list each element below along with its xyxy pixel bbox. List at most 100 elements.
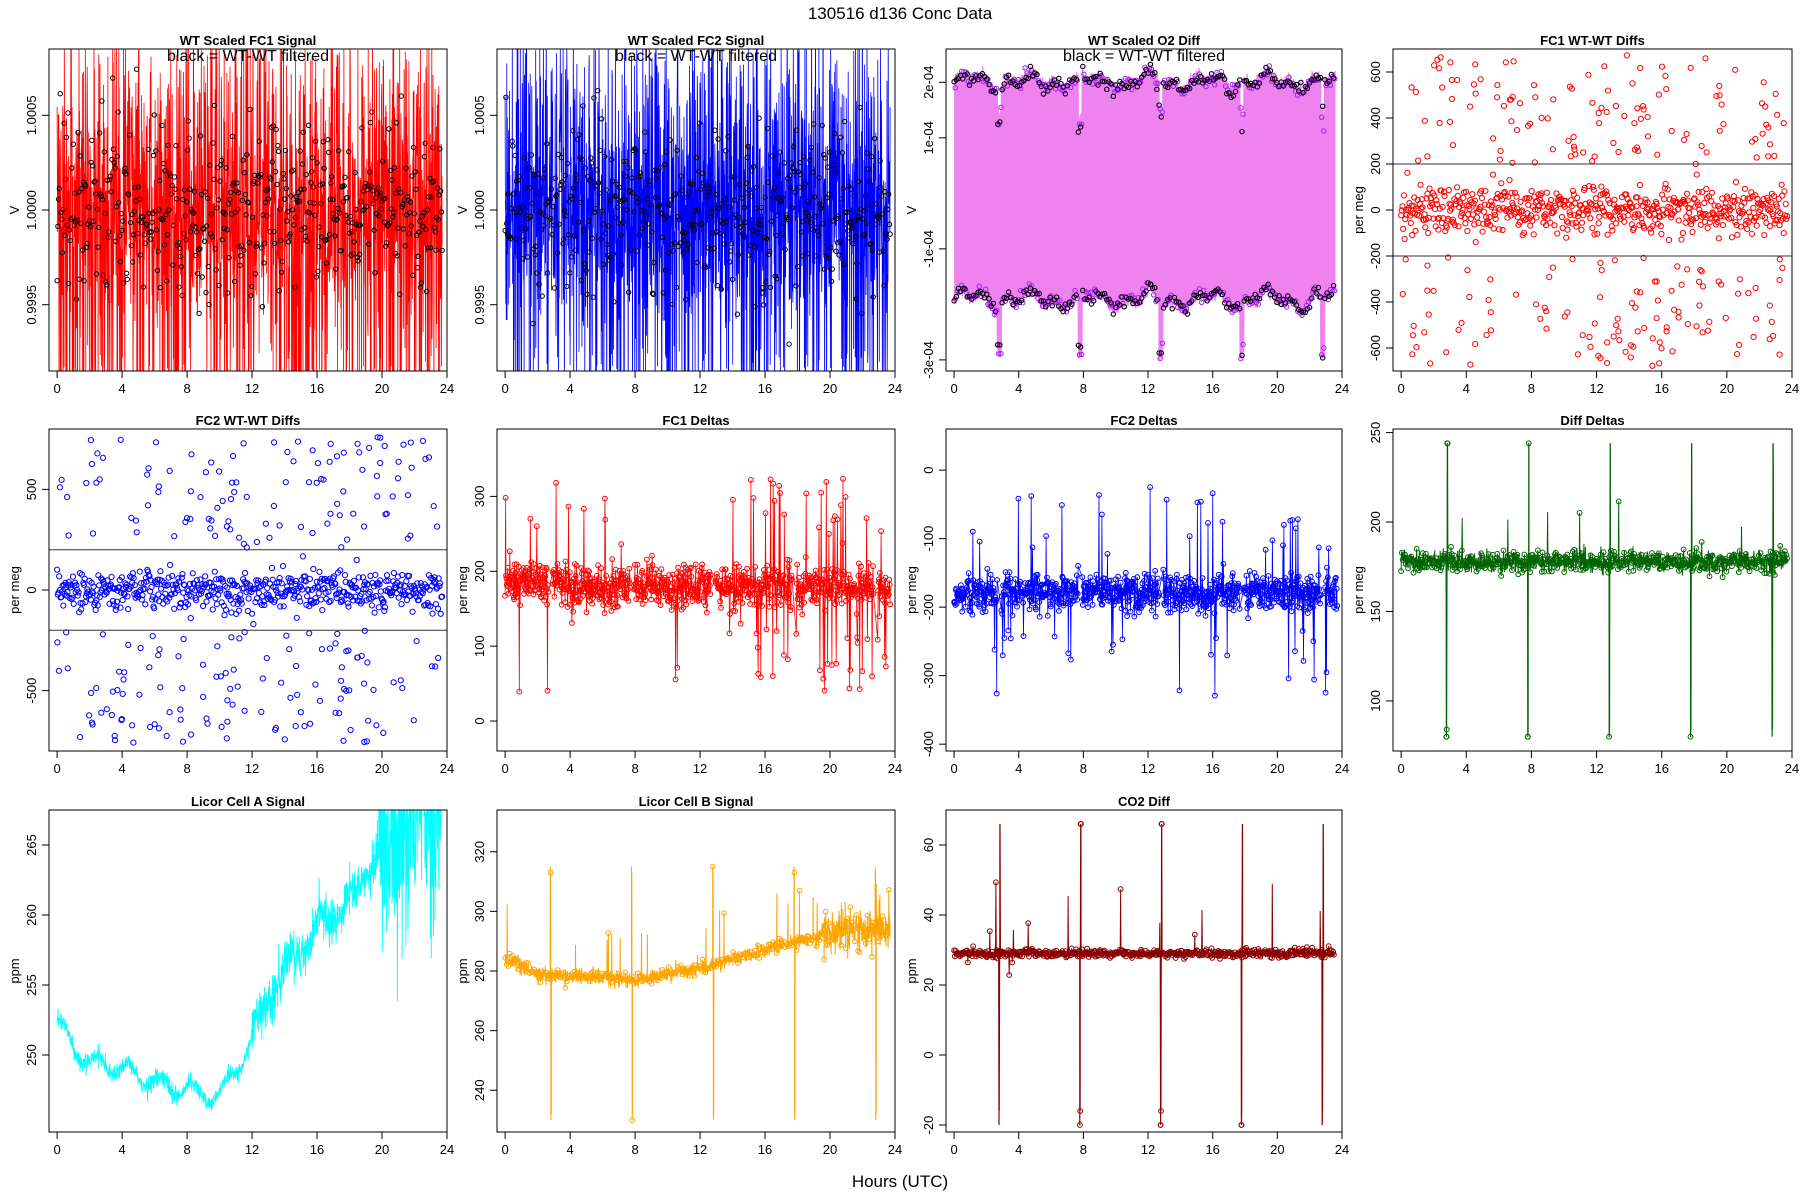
delta-point — [844, 635, 851, 641]
filtered-point — [1232, 88, 1239, 95]
filtered-point — [56, 186, 63, 192]
delta-point — [551, 593, 558, 600]
filtered-point — [315, 268, 321, 274]
diff-point — [320, 576, 327, 584]
filtered-point — [306, 210, 313, 216]
diff-point — [1732, 66, 1739, 73]
delta-point — [1057, 590, 1064, 597]
diff-point — [304, 593, 311, 600]
filtered-point — [166, 207, 172, 213]
diff-point — [1523, 216, 1530, 223]
delta-point — [748, 576, 755, 582]
filtered-point — [186, 135, 192, 141]
filtered-point — [1315, 284, 1322, 291]
delta-point — [789, 576, 795, 582]
diff-point — [1418, 205, 1425, 212]
diff-point — [1467, 103, 1474, 110]
diff-point — [205, 515, 212, 523]
delta-point — [610, 573, 617, 579]
filtered-point — [667, 137, 673, 143]
diff-point — [1752, 284, 1759, 292]
filtered-point — [277, 206, 283, 212]
delta-point — [835, 592, 841, 599]
filtered-point — [827, 149, 833, 156]
filtered-point — [94, 206, 100, 213]
filtered-point — [1091, 298, 1097, 304]
filtered-point — [89, 137, 95, 144]
diff-point — [1735, 290, 1742, 297]
diff-point — [1722, 314, 1729, 321]
delta-point — [608, 608, 615, 614]
delta-point — [1067, 597, 1073, 604]
diff-point — [287, 694, 294, 701]
delta-point — [828, 584, 835, 591]
delta-point — [772, 577, 779, 583]
filtered-point — [199, 274, 205, 280]
diff-point — [334, 500, 341, 507]
delta-point — [579, 586, 586, 592]
filtered-point — [134, 230, 141, 237]
delta-point — [554, 561, 561, 567]
delta-point — [684, 586, 690, 592]
filtered-point — [415, 253, 421, 259]
delta-point — [511, 561, 518, 568]
diff-point — [1478, 187, 1485, 194]
filtered-point — [278, 269, 285, 275]
diff-point — [125, 641, 132, 649]
upper-point — [1264, 72, 1270, 78]
diff-point — [1704, 225, 1711, 232]
diff-point — [149, 596, 156, 603]
delta-point — [1056, 608, 1062, 614]
x-tick-label: 12 — [1141, 381, 1155, 396]
filtered-point — [628, 247, 634, 253]
filtered-point — [643, 212, 649, 219]
diff-point — [260, 598, 267, 605]
diff-point — [380, 598, 387, 605]
filtered-point — [624, 207, 630, 213]
delta-point — [801, 599, 807, 606]
delta-point — [527, 515, 534, 522]
diff-point — [1613, 322, 1620, 329]
filtered-point — [625, 165, 631, 171]
filtered-point — [375, 185, 381, 191]
delta-point — [750, 495, 757, 501]
diff-point — [1487, 222, 1494, 229]
delta-point — [637, 580, 644, 586]
filtered-point — [358, 199, 364, 205]
filtered-point — [808, 144, 815, 151]
diff-point — [1594, 205, 1602, 212]
filtered-point — [781, 220, 787, 226]
diff-point — [78, 606, 85, 613]
diff-point — [1668, 214, 1675, 221]
delta-point — [647, 566, 653, 573]
filtered-point — [150, 152, 157, 159]
filtered-point — [1038, 298, 1045, 304]
filtered-point — [1237, 305, 1243, 312]
filtered-point — [66, 280, 72, 287]
diff-point — [373, 473, 380, 480]
filtered-point — [353, 206, 359, 213]
x-tick-label: 0 — [54, 381, 61, 396]
filtered-point — [154, 267, 161, 274]
delta-point — [820, 577, 826, 583]
diff-point — [222, 670, 229, 677]
diff-point — [301, 723, 308, 730]
panel-title: FC2 Deltas — [1110, 413, 1177, 428]
filtered-point — [262, 199, 269, 206]
filtered-point — [391, 164, 397, 171]
filtered-point — [805, 198, 811, 205]
filtered-point — [683, 296, 689, 303]
filtered-point — [879, 211, 886, 217]
filtered-point — [100, 272, 107, 278]
filtered-point — [427, 245, 434, 251]
diff-point — [1409, 351, 1416, 358]
diff-point — [1592, 206, 1599, 213]
diff-point — [155, 652, 162, 659]
diff-point — [1570, 191, 1577, 198]
filtered-point — [651, 259, 657, 266]
x-tick-label: 8 — [1528, 381, 1535, 396]
filtered-point — [820, 220, 826, 227]
diff-point — [1612, 220, 1620, 227]
diff-point — [399, 685, 406, 692]
diff-point — [1538, 114, 1545, 122]
